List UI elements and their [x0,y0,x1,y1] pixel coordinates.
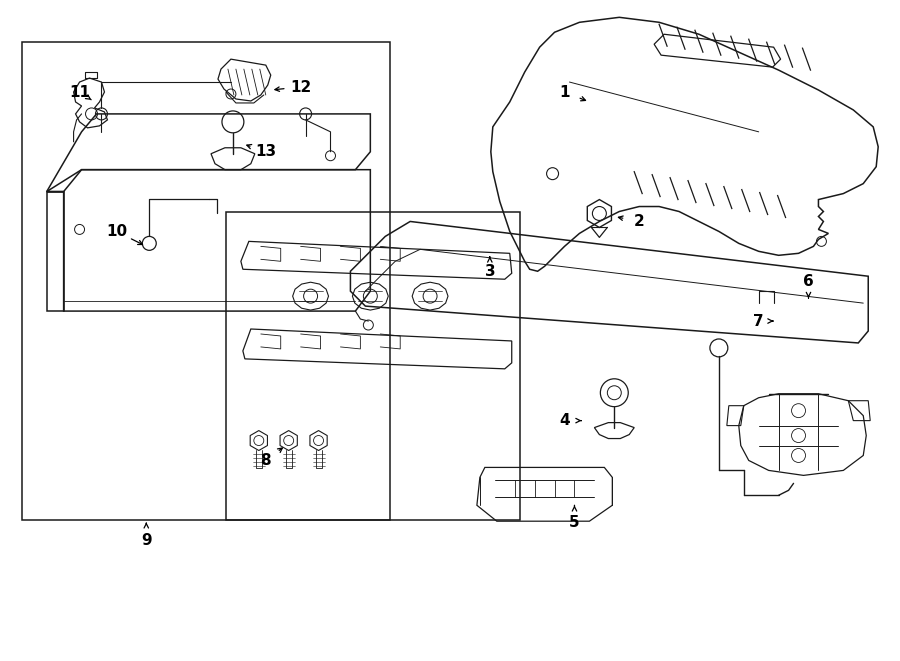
Text: 3: 3 [484,264,495,279]
Text: 7: 7 [753,313,764,329]
Text: 8: 8 [260,453,271,468]
Text: 6: 6 [803,274,814,289]
Text: 11: 11 [69,85,90,100]
Text: 4: 4 [559,413,570,428]
Text: 2: 2 [634,214,644,229]
Text: 10: 10 [106,224,127,239]
Text: 9: 9 [141,533,151,547]
Text: 1: 1 [559,85,570,100]
Text: 12: 12 [290,79,311,95]
Text: 5: 5 [569,515,580,529]
Text: 13: 13 [256,144,276,159]
